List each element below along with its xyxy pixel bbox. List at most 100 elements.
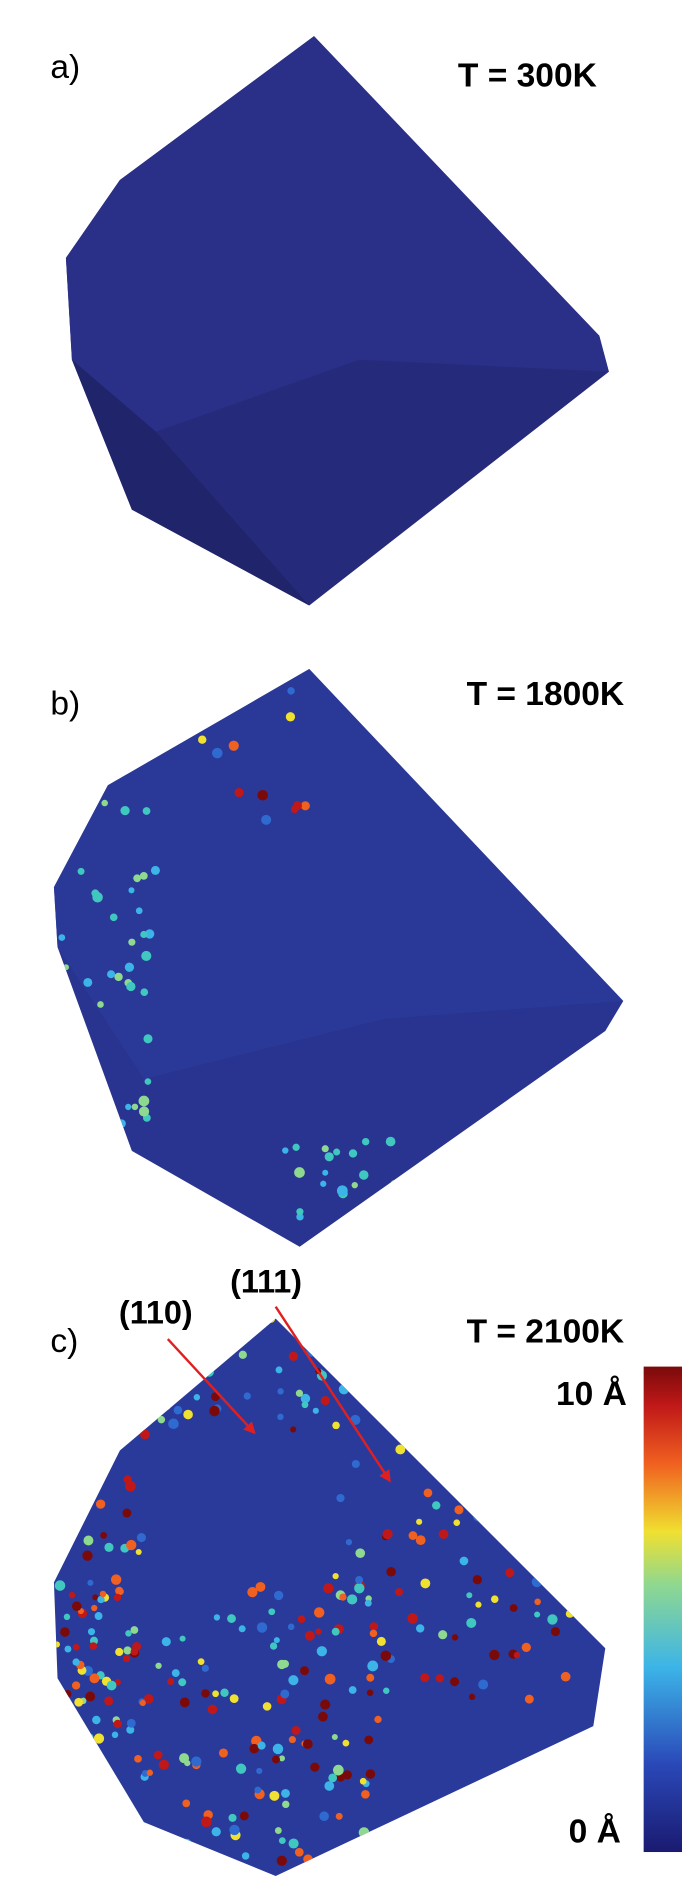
atom (194, 1394, 200, 1400)
atom (83, 1536, 93, 1546)
atom (128, 939, 135, 946)
atom (64, 1690, 72, 1698)
atom (298, 1615, 306, 1623)
atom (227, 1614, 236, 1623)
atom (333, 1765, 344, 1776)
atom (288, 1675, 298, 1685)
atom (567, 1488, 574, 1495)
atom (281, 1660, 289, 1668)
atom (355, 1548, 365, 1558)
atom (296, 1390, 303, 1397)
atom (214, 1614, 220, 1620)
atom (56, 1740, 62, 1746)
atom (58, 934, 65, 941)
atom (303, 1739, 313, 1749)
colorbar-label: 0 Å (569, 1812, 621, 1850)
atom (83, 978, 92, 987)
atom (532, 1577, 543, 1588)
atom (136, 1549, 142, 1555)
atom (288, 1624, 295, 1631)
atom (289, 1736, 296, 1743)
atom (267, 1315, 275, 1323)
atom (140, 988, 148, 996)
atom (420, 1578, 430, 1588)
atom (182, 1839, 192, 1849)
atom (395, 1445, 405, 1455)
atom (151, 1409, 158, 1416)
atom (492, 1523, 502, 1533)
atom (328, 1774, 337, 1783)
atom (420, 1673, 429, 1682)
atom (279, 1755, 285, 1761)
atom (296, 1208, 303, 1215)
atom (72, 1601, 82, 1611)
atom (180, 1636, 186, 1642)
atom (114, 973, 122, 981)
atom (478, 1680, 488, 1690)
atom (128, 887, 134, 893)
atom (60, 1457, 71, 1468)
atom (292, 1144, 299, 1151)
atom (366, 1674, 374, 1682)
atom (84, 1496, 93, 1505)
atom (125, 1104, 131, 1110)
atom (336, 1494, 344, 1502)
atom (317, 1646, 327, 1656)
atom (289, 1352, 298, 1361)
atom (269, 1791, 279, 1801)
atom (85, 1692, 95, 1702)
atom (364, 1736, 373, 1745)
atom (198, 1658, 205, 1665)
atom (83, 1820, 90, 1827)
atom (339, 1593, 346, 1600)
atom (147, 1387, 154, 1394)
atom (132, 1104, 139, 1111)
atom (134, 1755, 142, 1763)
atom (139, 1106, 149, 1116)
atom (310, 1763, 319, 1772)
panel-label: a) (50, 49, 80, 86)
atom (547, 1614, 557, 1624)
atom (219, 1748, 228, 1757)
atom (263, 1702, 272, 1711)
atom (491, 1595, 499, 1603)
atom (510, 1604, 518, 1612)
atom (472, 1480, 482, 1490)
panel-label: c) (50, 1323, 78, 1360)
atom (305, 1631, 315, 1641)
atom (346, 1539, 352, 1545)
atom (359, 1233, 365, 1239)
atom (131, 1824, 141, 1834)
atom (360, 1778, 367, 1785)
atom (381, 1650, 392, 1661)
atom (318, 1712, 328, 1722)
atom (339, 1384, 349, 1394)
atom (212, 748, 223, 759)
atom (59, 1445, 69, 1455)
atom (257, 1622, 267, 1632)
atom (117, 1119, 125, 1127)
atom (301, 801, 310, 810)
atom (386, 1137, 396, 1147)
atom (566, 1610, 574, 1618)
atom (281, 1789, 290, 1798)
atom (65, 1755, 72, 1762)
atom (416, 1535, 426, 1545)
atom (407, 1613, 418, 1624)
atom (466, 1618, 476, 1628)
atom (473, 1511, 483, 1521)
atom (349, 1686, 357, 1694)
atom (332, 1628, 340, 1636)
atom (112, 1732, 118, 1738)
atom (125, 1481, 136, 1492)
atom (345, 1237, 352, 1244)
atom (155, 1663, 161, 1669)
temperature-label: T = 1800K (467, 676, 625, 713)
atom (535, 1484, 545, 1494)
atom (509, 1460, 518, 1469)
atom (154, 1751, 163, 1760)
atom (254, 1787, 261, 1794)
atom (72, 1658, 79, 1665)
atom (257, 790, 268, 801)
atom (325, 1152, 334, 1161)
